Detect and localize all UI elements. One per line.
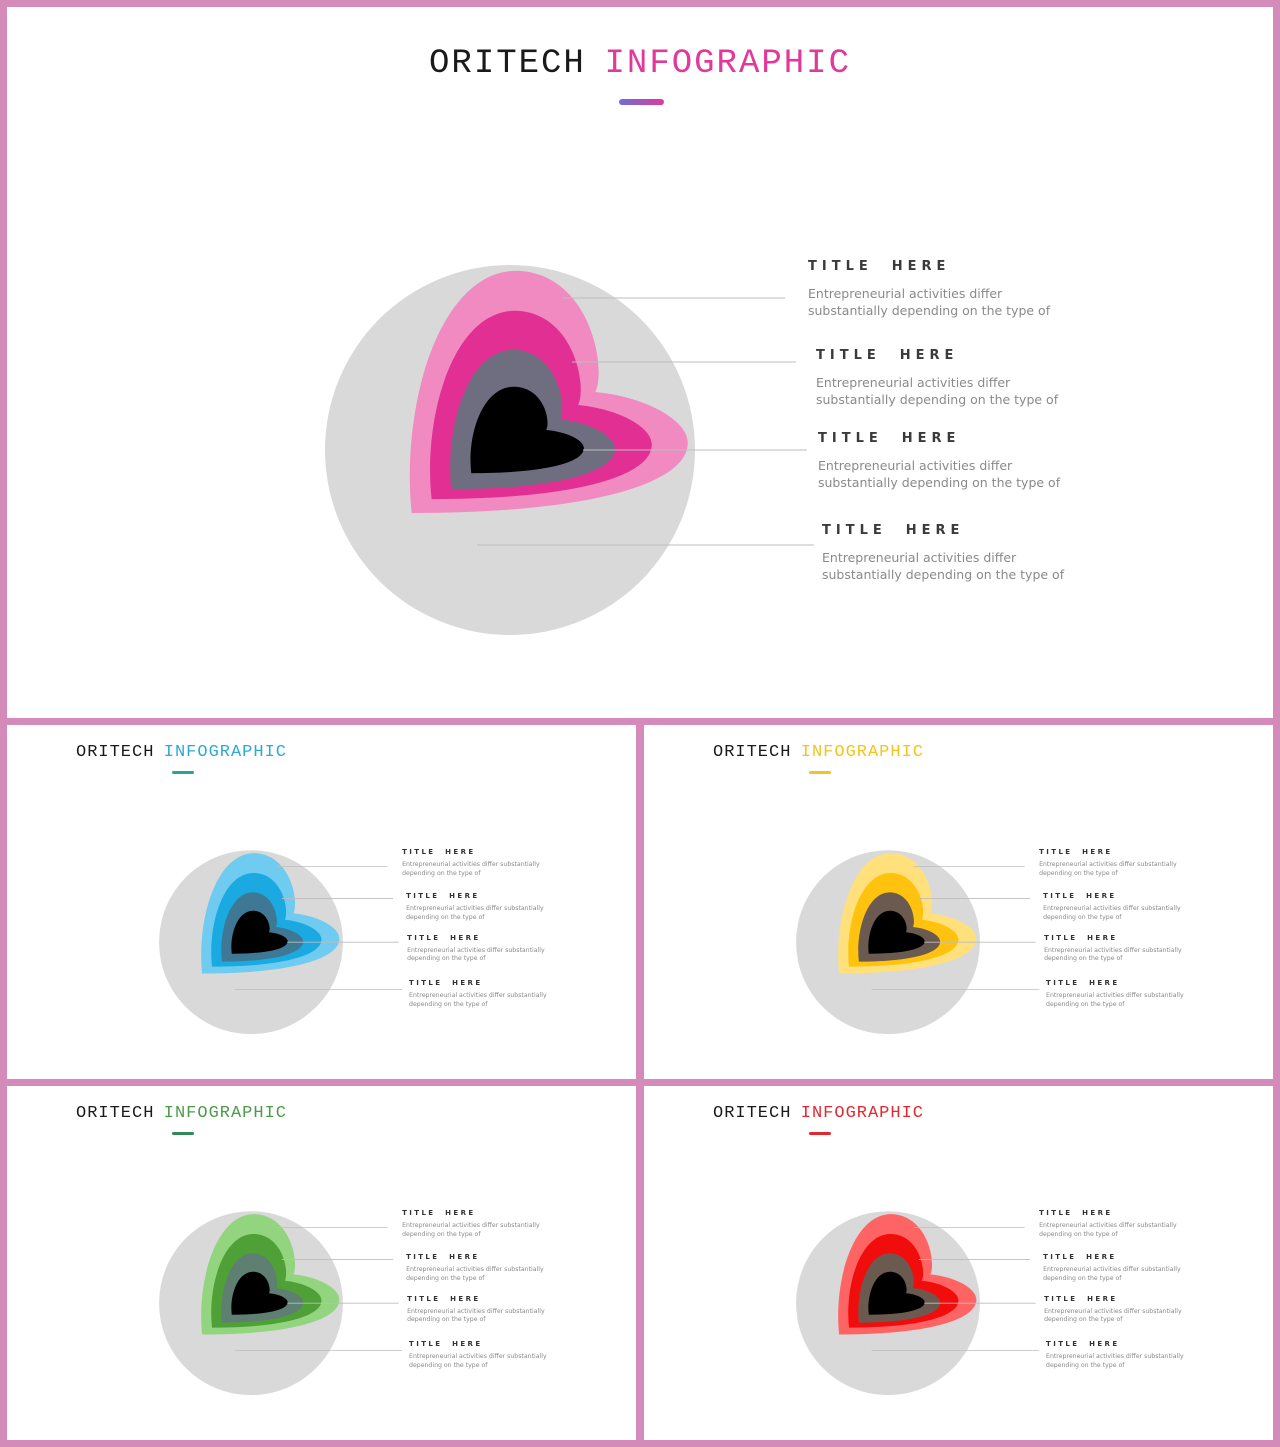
slide-main: ORITECH INFOGRAPHIC TITLE HERE Entrepreneur… xyxy=(7,7,1273,718)
slide-red: ORITECH INFOGRAPHIC TITLE HERE Entrepreneur… xyxy=(644,1086,1273,1440)
info-item-3: TITLE HERE Entrepreneurial activities dif… xyxy=(1044,1295,1184,1325)
item-description: Entrepreneurial activities differ substa… xyxy=(409,1353,547,1369)
info-item-2: TITLE HERE Entrepreneurial activities dif… xyxy=(1043,1253,1183,1283)
title-word-oritech: ORITECH xyxy=(713,1104,792,1123)
heart-sphere-diagram xyxy=(325,265,814,635)
item-title: TITLE HERE xyxy=(402,848,476,857)
info-item-4: TITLE HERE Entrepreneurial activities dif… xyxy=(1046,1340,1186,1370)
info-item-3: TITLE HERE Entrepreneurial activities dif… xyxy=(1044,934,1184,964)
item-description: Entrepreneurial activities differ substa… xyxy=(1044,1307,1182,1324)
info-item-4: TITLE HERE Entrepreneurial activities dif… xyxy=(1046,979,1186,1009)
title-underline xyxy=(808,771,831,774)
item-title: TITLE HERE xyxy=(1043,892,1117,901)
item-title: TITLE HERE xyxy=(409,979,483,988)
item-title: TITLE HERE xyxy=(1039,1209,1113,1218)
info-item-1: TITLE HERE Entrepreneurial activities dif… xyxy=(402,1209,542,1239)
title-word-infographic: INFOGRAPHIC xyxy=(800,743,924,762)
info-item-1: TITLE HERE Entrepreneurial activities dif… xyxy=(1039,1209,1179,1239)
info-item-2: TITLE HERE Entrepreneurial activities dif… xyxy=(816,348,1091,408)
title-word-infographic: INFOGRAPHIC xyxy=(604,45,851,83)
item-description: Entrepreneurial activities differ substa… xyxy=(402,861,540,877)
heart-core-layer xyxy=(470,386,584,474)
slide-title: ORITECH INFOGRAPHIC xyxy=(7,45,1273,83)
item-description: Entrepreneurial activities differ substa… xyxy=(1044,946,1182,963)
heart-core-layer xyxy=(868,1271,925,1315)
item-title: TITLE HERE xyxy=(407,933,481,942)
title-word-oritech: ORITECH xyxy=(713,743,792,762)
item-title: TITLE HERE xyxy=(818,431,961,446)
info-item-3: TITLE HERE Entrepreneurial activities dif… xyxy=(407,934,547,964)
info-item-4: TITLE HERE Entrepreneurial activities dif… xyxy=(409,979,549,1009)
item-description: Entrepreneurial activities differ substa… xyxy=(407,1307,545,1324)
info-item-1: TITLE HERE Entrepreneurial activities dif… xyxy=(808,259,1083,319)
item-description: Entrepreneurial activities differ substa… xyxy=(1039,1222,1177,1238)
slide-yellow: ORITECH INFOGRAPHIC TITLE HERE Entrepreneur… xyxy=(644,725,1273,1079)
item-description: Entrepreneurial activities differ substa… xyxy=(1043,905,1181,921)
item-title: TITLE HERE xyxy=(1039,848,1113,857)
item-title: TITLE HERE xyxy=(1046,1340,1120,1349)
item-title: TITLE HERE xyxy=(1044,933,1118,942)
item-description: Entrepreneurial activities differ substa… xyxy=(818,458,1061,490)
title-word-oritech: ORITECH xyxy=(76,743,155,762)
item-description: Entrepreneurial activities differ substa… xyxy=(1043,1266,1181,1282)
slide-title: ORITECH INFOGRAPHIC xyxy=(644,743,1133,762)
item-description: Entrepreneurial activities differ substa… xyxy=(406,905,544,921)
item-description: Entrepreneurial activities differ substa… xyxy=(822,550,1065,582)
item-description: Entrepreneurial activities differ substa… xyxy=(808,286,1051,318)
item-description: Entrepreneurial activities differ substa… xyxy=(406,1266,544,1282)
item-title: TITLE HERE xyxy=(1046,979,1120,988)
item-title: TITLE HERE xyxy=(406,892,480,901)
info-item-3: TITLE HERE Entrepreneurial activities dif… xyxy=(407,1295,547,1325)
title-underline xyxy=(171,771,194,774)
heart-core-layer xyxy=(231,1271,288,1315)
item-description: Entrepreneurial activities differ substa… xyxy=(402,1222,540,1238)
item-description: Entrepreneurial activities differ substa… xyxy=(407,946,545,963)
info-item-1: TITLE HERE Entrepreneurial activities dif… xyxy=(402,848,542,878)
item-title: TITLE HERE xyxy=(406,1253,480,1262)
item-title: TITLE HERE xyxy=(409,1340,483,1349)
item-title: TITLE HERE xyxy=(407,1294,481,1303)
info-item-3: TITLE HERE Entrepreneurial activities dif… xyxy=(818,431,1093,491)
title-word-oritech: ORITECH xyxy=(76,1104,155,1123)
item-description: Entrepreneurial activities differ substa… xyxy=(1046,992,1184,1008)
title-underline xyxy=(808,1132,831,1135)
title-word-infographic: INFOGRAPHIC xyxy=(163,743,287,762)
heart-core-layer xyxy=(868,910,925,954)
item-title: TITLE HERE xyxy=(816,348,959,363)
slide-title: ORITECH INFOGRAPHIC xyxy=(7,743,496,762)
item-title: TITLE HERE xyxy=(402,1209,476,1218)
item-title: TITLE HERE xyxy=(1043,1253,1117,1262)
item-description: Entrepreneurial activities differ substa… xyxy=(1046,1353,1184,1369)
title-word-infographic: INFOGRAPHIC xyxy=(800,1104,924,1123)
item-title: TITLE HERE xyxy=(822,523,965,538)
item-title: TITLE HERE xyxy=(808,259,951,274)
title-word-oritech: ORITECH xyxy=(429,45,586,83)
info-item-4: TITLE HERE Entrepreneurial activities dif… xyxy=(409,1340,549,1370)
title-underline xyxy=(618,99,664,105)
heart-sphere-diagram xyxy=(159,850,403,1035)
item-description: Entrepreneurial activities differ substa… xyxy=(1039,861,1177,877)
heart-core-layer xyxy=(231,910,288,954)
title-word-infographic: INFOGRAPHIC xyxy=(163,1104,287,1123)
info-item-2: TITLE HERE Entrepreneurial activities dif… xyxy=(406,892,546,922)
info-item-2: TITLE HERE Entrepreneurial activities dif… xyxy=(406,1253,546,1283)
info-item-2: TITLE HERE Entrepreneurial activities dif… xyxy=(1043,892,1183,922)
heart-sphere-diagram xyxy=(796,850,1040,1035)
heart-sphere-diagram xyxy=(159,1211,403,1396)
slide-blue: ORITECH INFOGRAPHIC TITLE HERE Entrepreneur… xyxy=(7,725,636,1079)
item-description: Entrepreneurial activities differ substa… xyxy=(816,375,1059,407)
item-description: Entrepreneurial activities differ substa… xyxy=(409,992,547,1008)
heart-sphere-diagram xyxy=(796,1211,1040,1396)
slide-green: ORITECH INFOGRAPHIC TITLE HERE Entrepreneur… xyxy=(7,1086,636,1440)
info-item-1: TITLE HERE Entrepreneurial activities dif… xyxy=(1039,848,1179,878)
item-title: TITLE HERE xyxy=(1044,1294,1118,1303)
info-item-4: TITLE HERE Entrepreneurial activities dif… xyxy=(822,523,1097,583)
slide-title: ORITECH INFOGRAPHIC xyxy=(7,1104,496,1123)
title-underline xyxy=(171,1132,194,1135)
slide-title: ORITECH INFOGRAPHIC xyxy=(644,1104,1133,1123)
